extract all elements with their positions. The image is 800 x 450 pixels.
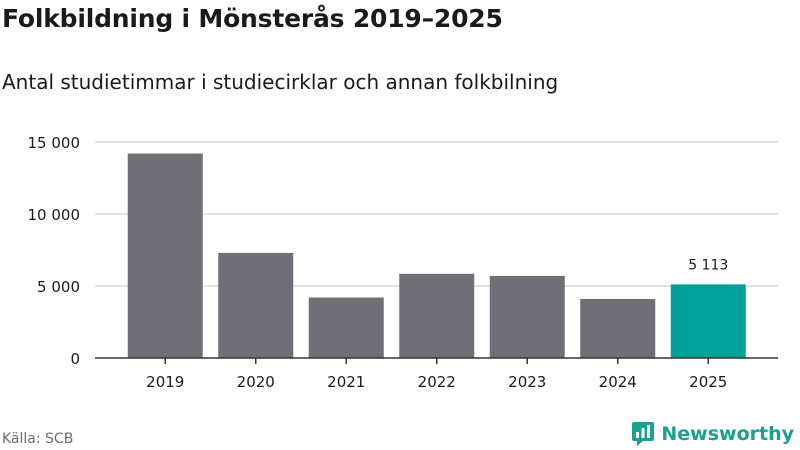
newsworthy-logo-icon	[632, 422, 655, 446]
x-tick-label: 2024	[599, 373, 637, 391]
bar-2022	[399, 273, 475, 358]
y-tick-label: 0	[70, 350, 80, 368]
y-tick-label: 5 000	[37, 278, 80, 296]
y-tick-label: 10 000	[28, 206, 81, 224]
x-tick-label: 2021	[327, 373, 365, 391]
chart-title: Folkbildning i Mönsterås 2019–2025	[2, 4, 503, 33]
newsworthy-logo-text: Newsworthy	[661, 423, 794, 445]
chart-subtitle: Antal studietimmar i studiecirklar och a…	[2, 70, 559, 94]
bar-2025	[670, 284, 746, 358]
x-tick-label: 2020	[237, 373, 275, 391]
x-tick-label: 2022	[418, 373, 456, 391]
x-tick-label: 2019	[146, 373, 184, 391]
data-label: 5 113	[688, 257, 728, 273]
x-tick-label: 2025	[689, 373, 727, 391]
x-tick-label: 2023	[508, 373, 546, 391]
bar-2020	[218, 252, 294, 358]
bar-2024	[580, 298, 656, 358]
bar-2021	[308, 297, 384, 358]
newsworthy-logo: Newsworthy	[631, 421, 794, 447]
bar-2019	[127, 153, 203, 358]
source-note: Källa: SCB	[2, 431, 74, 447]
bar-2023	[489, 275, 565, 358]
y-tick-label: 15 000	[28, 134, 81, 152]
